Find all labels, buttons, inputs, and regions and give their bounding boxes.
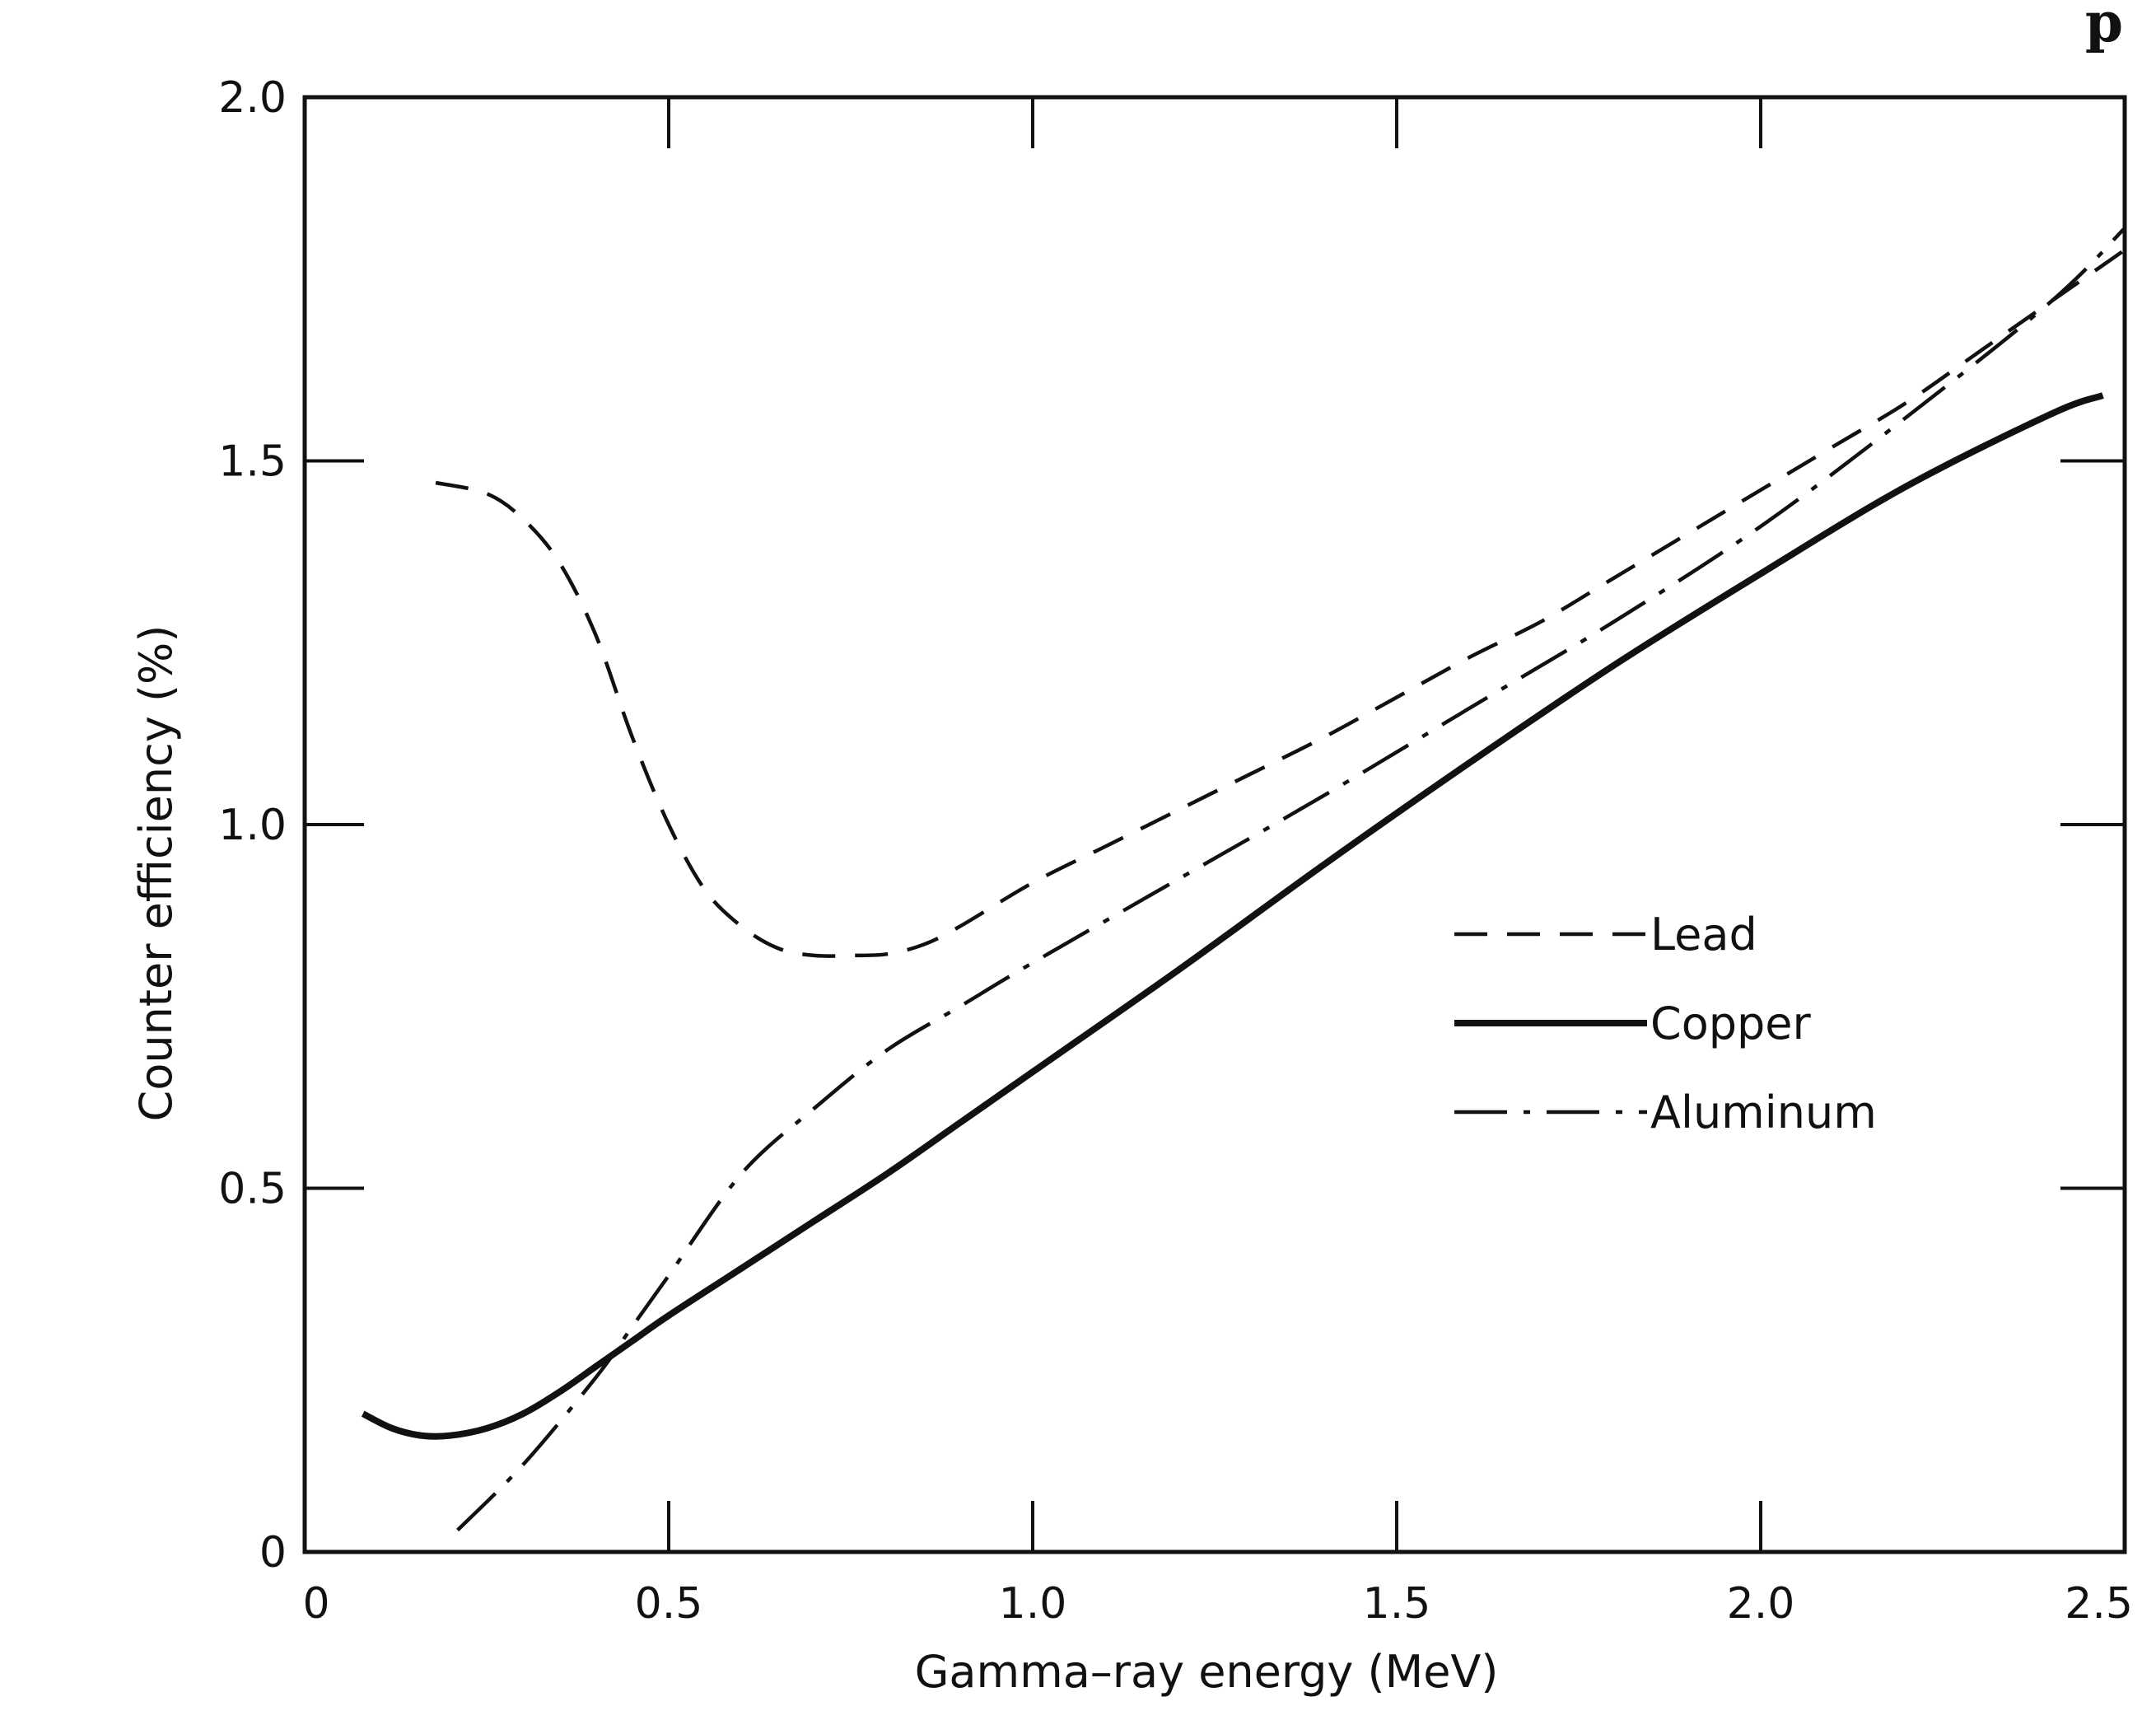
legend-label-lead: Lead [1650, 909, 1757, 960]
x-tick-label: 1.5 [1363, 1579, 1431, 1629]
x-tick-label: 2.5 [2065, 1579, 2133, 1629]
x-axis-ticks: 0 0.5 1.0 1.5 2.0 2.5 [302, 97, 2133, 1629]
y-tick-label: 0.5 [218, 1165, 287, 1214]
x-tick-label: 1.0 [999, 1579, 1067, 1629]
x-axis-title: Gamma–ray energy (MeV) [915, 1646, 1499, 1698]
series-line-lead [435, 248, 2126, 958]
y-tick-label: 1.5 [218, 437, 287, 487]
y-tick-label: 1.0 [218, 801, 287, 850]
series-line-aluminum [456, 227, 2126, 1532]
y-axis-title: Counter efficiency (%) [130, 625, 182, 1122]
series-line-copper [361, 392, 2104, 1440]
y-axis-ticks: 0 0.5 1.0 1.5 2.0 [218, 73, 2125, 1577]
corner-glyph: p [2085, 0, 2123, 54]
x-tick-label: 2.0 [1727, 1579, 1795, 1629]
plot-frame [302, 95, 2127, 1554]
legend-label-copper: Copper [1650, 998, 1812, 1049]
legend-label-aluminum: Aluminum [1650, 1087, 1877, 1138]
series-layer [361, 227, 2126, 1532]
legend: Lead Copper Aluminum [1454, 909, 1877, 1138]
x-tick-label: 0 [302, 1579, 329, 1629]
x-tick-label: 0.5 [635, 1579, 703, 1629]
y-tick-label: 0 [259, 1528, 287, 1577]
y-tick-label: 2.0 [218, 73, 287, 123]
